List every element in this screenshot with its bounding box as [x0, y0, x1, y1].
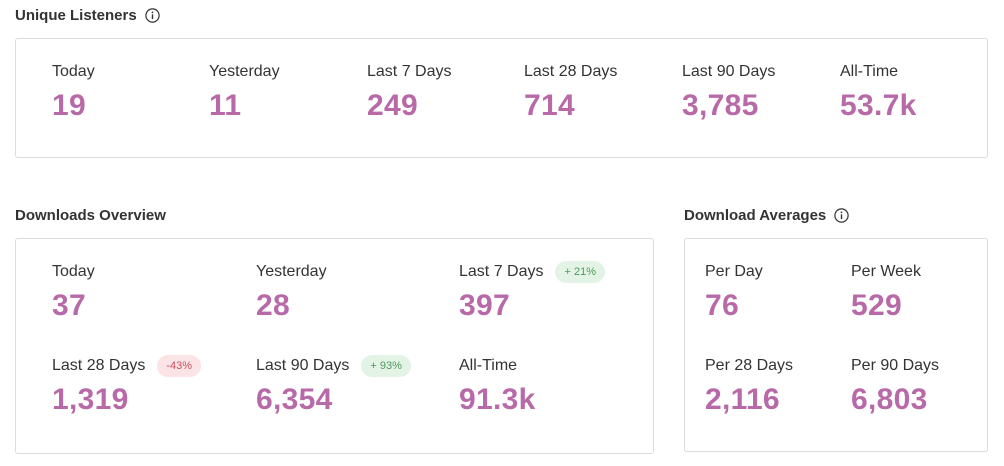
metric-value: 53.7k: [840, 89, 917, 122]
listeners-metric-last-90-days: Last 90 Days 3,785: [682, 61, 775, 123]
metric-label-text: All-Time: [459, 357, 518, 374]
averages-metric-per-90-days: Per 90 Days 6,803: [851, 355, 939, 417]
listeners-metric-last-7-days: Last 7 Days 249: [367, 61, 451, 123]
metric-value: 3,785: [682, 89, 759, 122]
unique-listeners-title-text: Unique Listeners: [15, 7, 137, 24]
metric-label: Per Week: [851, 263, 921, 280]
metric-value: 76: [705, 289, 739, 322]
downloads-metric-last-7-days: Last 7 Days + 21% 397: [459, 261, 605, 323]
metric-label: Yesterday: [256, 261, 327, 283]
metric-label: Per 28 Days: [705, 357, 794, 374]
downloads-overview-title-text: Downloads Overview: [15, 207, 166, 224]
metric-label-text: Yesterday: [256, 263, 327, 280]
listeners-metric-last-28-days: Last 28 Days 714: [524, 61, 617, 123]
metric-label: Today: [52, 261, 95, 283]
metric-value: 91.3k: [459, 383, 536, 416]
listeners-metric-all-time: All-Time 53.7k: [840, 61, 917, 123]
change-badge-down: -43%: [157, 355, 202, 377]
downloads-metric-last-28-days: Last 28 Days -43% 1,319: [52, 355, 202, 417]
metric-value: 529: [851, 289, 902, 322]
unique-listeners-card: Today 19 Yesterday 11 Last 7 Days 249 La…: [15, 38, 988, 158]
metric-label-text: Today: [52, 263, 95, 280]
download-averages-title-text: Download Averages: [684, 207, 827, 224]
metric-label: Last 90 Days: [682, 63, 776, 80]
metric-label: Last 90 Days + 93%: [256, 355, 411, 377]
metric-value: 6,803: [851, 383, 928, 416]
metric-label: Per 90 Days: [851, 357, 940, 374]
info-icon[interactable]: [834, 208, 849, 223]
metric-label: Last 7 Days: [367, 63, 452, 80]
metric-label: Today: [52, 63, 95, 80]
change-badge-up: + 93%: [361, 355, 411, 377]
metric-label: Last 28 Days -43%: [52, 355, 202, 377]
metric-value: 714: [524, 89, 575, 122]
change-badge-up: + 21%: [555, 261, 605, 283]
metric-value: 28: [256, 289, 290, 322]
averages-metric-per-day: Per Day 76: [705, 261, 763, 323]
metric-value: 2,116: [705, 383, 780, 416]
metric-value: 37: [52, 289, 86, 322]
metric-value: 6,354: [256, 383, 333, 416]
metric-label-text: Last 7 Days: [459, 263, 544, 280]
listeners-metric-today: Today 19: [52, 61, 95, 123]
averages-metric-per-week: Per Week 529: [851, 261, 921, 323]
metric-label: All-Time: [459, 355, 536, 377]
metric-value: 11: [209, 89, 242, 122]
metric-label: Last 7 Days + 21%: [459, 261, 605, 283]
metric-value: 249: [367, 89, 418, 122]
metric-value: 397: [459, 289, 510, 322]
metric-label: Per Day: [705, 263, 763, 280]
metric-value: 19: [52, 89, 86, 122]
listeners-metric-yesterday: Yesterday 11: [209, 61, 280, 123]
downloads-metric-yesterday: Yesterday 28: [256, 261, 327, 323]
downloads-overview-card: Today 37 Yesterday 28 Last 7 Days + 21% …: [15, 238, 654, 454]
download-averages-title: Download Averages: [684, 207, 849, 224]
downloads-metric-last-90-days: Last 90 Days + 93% 6,354: [256, 355, 411, 417]
metric-label: All-Time: [840, 63, 899, 80]
metric-value: 1,319: [52, 383, 129, 416]
downloads-metric-today: Today 37: [52, 261, 95, 323]
metric-label-text: Last 28 Days: [52, 357, 146, 374]
downloads-overview-title: Downloads Overview: [15, 207, 166, 224]
averages-metric-per-28-days: Per 28 Days 2,116: [705, 355, 793, 417]
metric-label: Last 28 Days: [524, 63, 618, 80]
info-icon[interactable]: [145, 8, 160, 23]
metric-label: Yesterday: [209, 63, 280, 80]
downloads-metric-all-time: All-Time 91.3k: [459, 355, 536, 417]
metric-label-text: Last 90 Days: [256, 357, 350, 374]
unique-listeners-title: Unique Listeners: [15, 7, 160, 24]
download-averages-card: Per Day 76 Per Week 529 Per 28 Days 2,11…: [684, 238, 988, 452]
